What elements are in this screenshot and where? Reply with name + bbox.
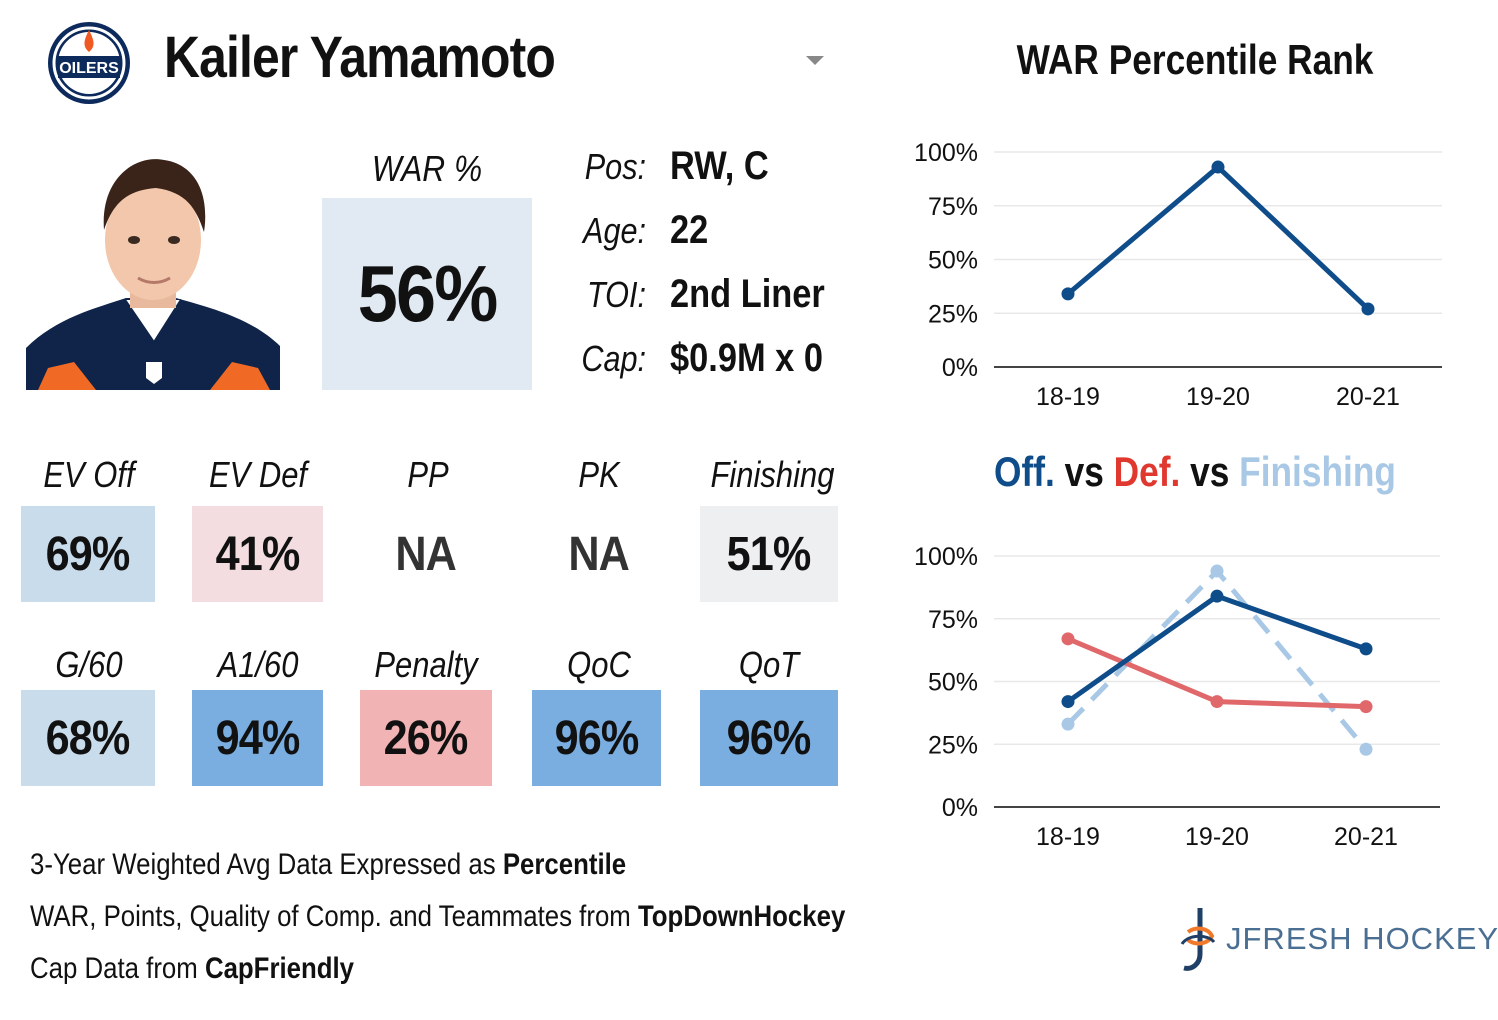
footer-line-3: Cap Data from CapFriendly — [30, 952, 354, 986]
stat-value-qot: 96% — [727, 711, 812, 765]
data-point — [1359, 642, 1373, 656]
y-tick-label: 25% — [928, 300, 978, 328]
stat-tile-penalty: 26% — [360, 690, 492, 786]
series-line — [1066, 593, 1367, 704]
age-value: 22 — [670, 208, 709, 252]
war-box: 56% — [322, 198, 532, 390]
y-tick-label: 75% — [928, 193, 978, 221]
stat-label-qot: QoT — [738, 644, 800, 685]
cap-label: Cap: — [581, 338, 646, 379]
y-tick-label: 50% — [928, 247, 978, 275]
footer-line-2-text: WAR, Points, Quality of Comp. and Teamma… — [30, 900, 638, 933]
stat-value-ev-off: 69% — [46, 527, 131, 581]
footer-line-2-bold: TopDownHockey — [637, 900, 846, 933]
stat-value-penalty: 26% — [384, 711, 469, 765]
data-point — [1210, 564, 1224, 578]
data-point — [1359, 742, 1373, 756]
stat-value-pp: NA — [395, 527, 457, 581]
chart-2-title: Off. vs Def. vs Finishing — [981, 448, 1409, 496]
cap-value: $0.9M x 0 — [670, 336, 823, 380]
player-portrait-image — [26, 159, 280, 390]
toi-label: TOI: — [587, 274, 646, 315]
age-label: Age: — [583, 210, 646, 251]
stat-tile-pp: NA — [360, 506, 492, 602]
y-tick-label: 0% — [942, 794, 978, 822]
footer-line-3-bold: CapFriendly — [204, 952, 355, 985]
stat-tile-pk: NA — [532, 506, 665, 602]
chart-2-title-part: Def. — [1113, 448, 1181, 495]
stat-label-a160: A1/60 — [217, 644, 299, 685]
stat-label-qoc: QoC — [567, 644, 631, 685]
series-line — [1066, 164, 1370, 311]
stat-value-g60: 68% — [46, 711, 131, 765]
x-tick-label: 19-20 — [1185, 823, 1249, 851]
player-photo — [26, 148, 280, 390]
player-select-dropdown-icon[interactable] — [806, 56, 824, 65]
data-point — [1359, 700, 1373, 714]
footer-line-2: WAR, Points, Quality of Comp. and Teamma… — [30, 900, 845, 934]
y-tick-label: 100% — [914, 139, 978, 167]
x-tick-label: 18-19 — [1036, 383, 1100, 411]
position-value: RW, C — [670, 144, 769, 188]
y-tick-label: 100% — [914, 543, 978, 571]
brand-mark-icon — [1180, 908, 1216, 971]
chart-1-title: WAR Percentile Rank — [1016, 36, 1374, 83]
chart-2-title-part: vs — [1054, 448, 1114, 495]
footer-line-1-text: 3-Year Weighted Avg Data Expressed as — [30, 848, 503, 881]
stat-tile-qoc: 96% — [532, 690, 661, 786]
y-tick-label: 75% — [928, 606, 978, 634]
data-point — [1061, 717, 1075, 731]
stat-label-finishing: Finishing — [710, 454, 835, 495]
brand-logo: JFRESH HOCKEY — [1178, 904, 1498, 974]
x-tick-label: 20-21 — [1334, 823, 1398, 851]
oilers-logo: OILERS — [48, 22, 130, 104]
stat-label-pp: PP — [407, 454, 449, 495]
stat-tile-ev-def: 41% — [192, 506, 323, 602]
toi-value: 2nd Liner — [670, 272, 825, 316]
stat-label-ev-def: EV Def — [208, 454, 308, 495]
stat-value-qoc: 96% — [554, 711, 640, 765]
data-point — [1061, 632, 1075, 646]
stat-tile-qot: 96% — [700, 690, 838, 786]
stat-label-ev-off: EV Off — [43, 454, 135, 495]
stat-value-pk: NA — [568, 527, 629, 581]
footer-line-1: 3-Year Weighted Avg Data Expressed as Pe… — [30, 848, 626, 882]
brand-text: JFRESH HOCKEY — [1226, 921, 1498, 956]
war-percentile-chart: 0% 25% 50% 75% 100% 18-19 19-20 20-21 — [914, 139, 1442, 411]
data-point — [1061, 287, 1075, 301]
svg-text:OILERS: OILERS — [59, 60, 119, 77]
data-point — [1361, 302, 1375, 316]
stat-tile-g60: 68% — [21, 690, 155, 786]
footer-line-3-text: Cap Data from — [30, 952, 205, 985]
y-tick-label: 0% — [942, 354, 978, 382]
y-tick-label: 50% — [928, 669, 978, 697]
position-label: Pos: — [584, 146, 646, 187]
x-tick-label: 19-20 — [1186, 383, 1250, 411]
data-point — [1210, 589, 1224, 603]
data-point — [1211, 160, 1225, 174]
chart-2-title-part: Finishing — [1239, 448, 1396, 495]
stat-value-ev-def: 41% — [215, 527, 301, 581]
player-name: Kailer Yamamoto — [164, 25, 556, 90]
stat-label-g60: G/60 — [55, 644, 123, 685]
war-label: WAR % — [371, 148, 483, 189]
stat-tile-a160: 94% — [192, 690, 323, 786]
chart-2-title-part: vs — [1180, 448, 1240, 495]
stat-value-a160: 94% — [215, 711, 301, 765]
x-tick-label: 20-21 — [1336, 383, 1400, 411]
stat-tile-ev-off: 69% — [21, 506, 155, 602]
chart-2-title-part: Off. — [994, 448, 1055, 495]
war-value: 56% — [357, 249, 499, 338]
stat-label-penalty: Penalty — [374, 644, 478, 685]
footer-line-1-bold: Percentile — [502, 848, 627, 881]
data-point — [1061, 695, 1075, 709]
off-def-finishing-chart: 0% 25% 50% 75% 100% 18-19 19-20 20-21 — [914, 543, 1440, 851]
stat-tile-finishing: 51% — [700, 506, 838, 602]
y-tick-label: 25% — [928, 731, 978, 759]
stat-label-pk: PK — [578, 454, 620, 495]
stat-value-finishing: 51% — [727, 527, 812, 581]
data-point — [1210, 695, 1224, 709]
x-tick-label: 18-19 — [1036, 823, 1100, 851]
